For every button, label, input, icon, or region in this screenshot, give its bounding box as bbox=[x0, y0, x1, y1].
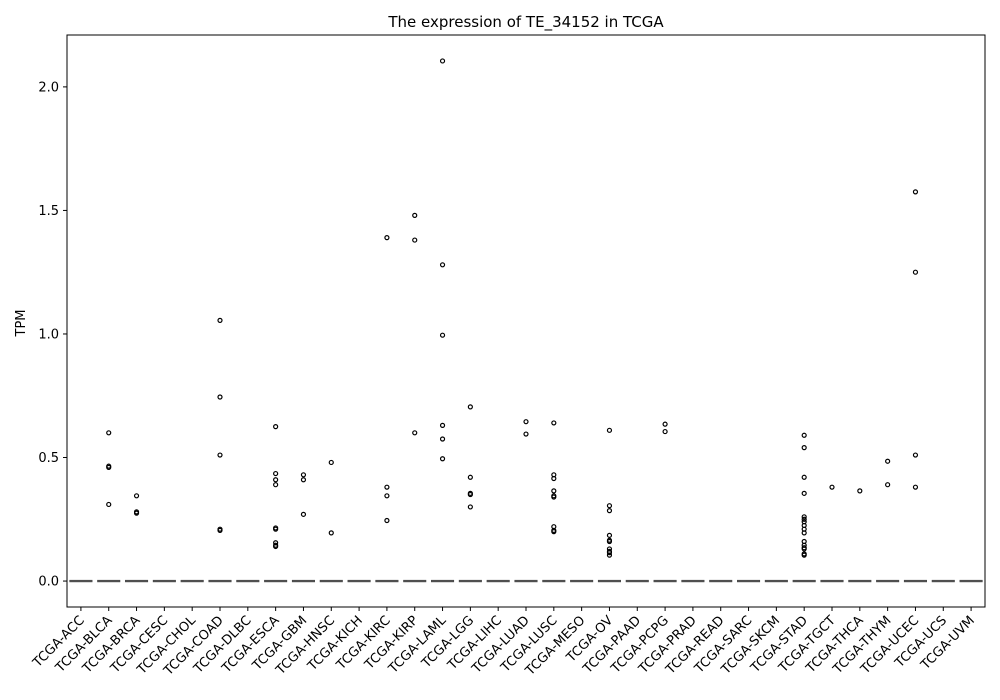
y-tick-label: 0.5 bbox=[38, 451, 59, 466]
outlier-point bbox=[551, 488, 557, 494]
outlier-point bbox=[217, 317, 223, 323]
outlier-point bbox=[106, 501, 112, 508]
outlier-point bbox=[439, 422, 446, 428]
outlier-point bbox=[467, 491, 473, 498]
outlier-point bbox=[467, 474, 473, 480]
outlier-point bbox=[439, 332, 446, 338]
outlier-point bbox=[133, 510, 140, 516]
outlier-point bbox=[829, 484, 835, 490]
outlier-point bbox=[467, 404, 473, 410]
outlier-point bbox=[523, 431, 529, 437]
outlier-point bbox=[801, 490, 807, 496]
chart-title: The expression of TE_34152 in TCGA bbox=[387, 13, 664, 32]
outlier-point bbox=[106, 464, 112, 470]
outlier-point bbox=[551, 494, 557, 500]
y-tick-label: 1.5 bbox=[38, 204, 59, 219]
outlier-point bbox=[801, 546, 807, 552]
outlier-point bbox=[551, 475, 557, 482]
outlier-point bbox=[412, 237, 418, 243]
outlier-point bbox=[857, 488, 863, 494]
outlier-point bbox=[439, 58, 446, 64]
outlier-point bbox=[412, 430, 418, 436]
outlier-point bbox=[606, 538, 613, 545]
outlier-point bbox=[801, 552, 807, 558]
outlier-point bbox=[801, 530, 807, 536]
outlier-point bbox=[801, 514, 807, 520]
outlier-point bbox=[217, 452, 223, 458]
outlier-point bbox=[217, 394, 223, 400]
outlier-point bbox=[300, 472, 307, 478]
x-axis: TCGA-ACCTCGA-BLCATCGA-BRCATCGA-CESCTCGA-… bbox=[30, 607, 978, 679]
outlier-point bbox=[439, 436, 446, 442]
outlier-point bbox=[384, 235, 390, 241]
outlier-point bbox=[885, 458, 891, 464]
outlier-point bbox=[273, 526, 279, 532]
y-axis: 0.0 0.5 1.0 1.5 2.0 bbox=[38, 80, 67, 590]
outlier-point bbox=[273, 482, 279, 488]
outlier-point bbox=[106, 430, 112, 436]
outlier-point bbox=[662, 428, 668, 435]
plot-frame bbox=[66, 34, 986, 608]
outlier-point bbox=[606, 503, 613, 509]
plot-area bbox=[69, 58, 983, 583]
outlier-point bbox=[328, 530, 334, 536]
y-axis-label: TPM bbox=[14, 310, 29, 338]
outlier-point bbox=[801, 432, 807, 438]
outlier-point bbox=[439, 262, 446, 268]
outlier-point bbox=[467, 504, 473, 510]
outlier-point bbox=[551, 529, 557, 535]
outlier-point bbox=[662, 421, 668, 427]
outlier-point bbox=[912, 269, 919, 275]
outlier-point bbox=[606, 552, 613, 558]
outlier-point bbox=[273, 424, 279, 430]
outlier-point bbox=[912, 484, 919, 490]
outlier-point bbox=[606, 508, 613, 514]
outlier-point bbox=[384, 517, 390, 524]
outlier-point bbox=[217, 527, 223, 534]
outlier-point bbox=[273, 477, 279, 483]
y-tick-label: 2.0 bbox=[38, 80, 59, 95]
outlier-point bbox=[300, 477, 307, 483]
outlier-point bbox=[412, 212, 418, 218]
outlier-point bbox=[801, 516, 807, 522]
outlier-point bbox=[606, 532, 613, 538]
outlier-point bbox=[801, 445, 807, 451]
y-tick-label: 0.0 bbox=[38, 575, 59, 590]
outlier-point bbox=[801, 474, 807, 480]
outlier-point bbox=[885, 482, 891, 488]
outlier-point bbox=[551, 420, 557, 426]
outlier-point bbox=[273, 470, 279, 477]
outlier-point bbox=[133, 493, 140, 499]
outlier-point bbox=[523, 419, 529, 425]
outlier-point bbox=[384, 484, 390, 490]
outlier-point bbox=[912, 189, 919, 195]
outlier-point bbox=[912, 452, 919, 458]
outlier-point bbox=[606, 550, 613, 556]
y-tick-label: 1.0 bbox=[38, 327, 59, 342]
outlier-point bbox=[606, 427, 613, 433]
outlier-point bbox=[439, 456, 446, 462]
outlier-point bbox=[328, 459, 334, 466]
outlier-point bbox=[300, 511, 307, 517]
outlier-point bbox=[273, 543, 279, 550]
outlier-point bbox=[384, 493, 390, 499]
